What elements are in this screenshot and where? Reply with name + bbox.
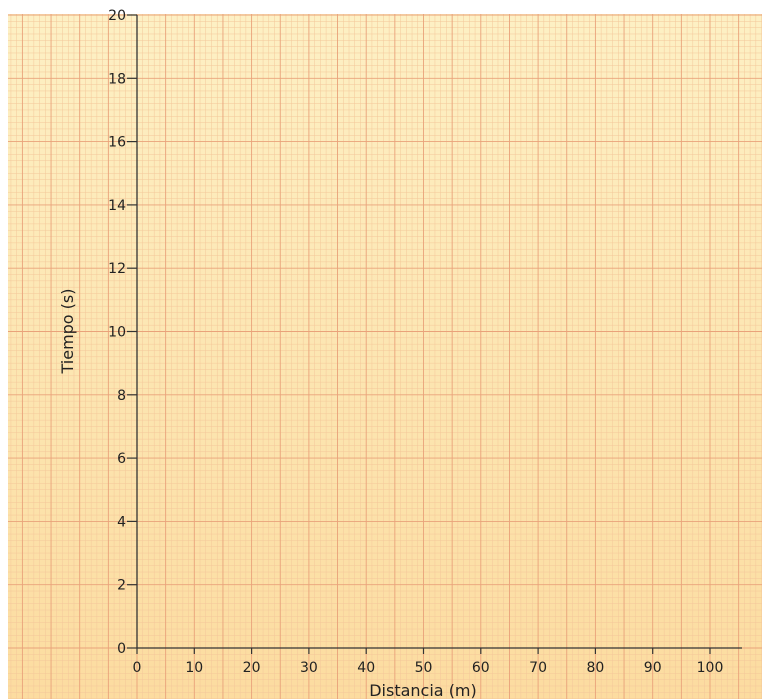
x-tick-label: 0 — [133, 660, 142, 676]
graph-paper-background — [8, 14, 762, 699]
x-tick-label: 100 — [697, 660, 724, 676]
y-tick-label: 6 — [117, 451, 126, 467]
y-tick-label: 4 — [117, 514, 126, 530]
x-tick-label: 70 — [529, 660, 547, 676]
x-tick-label: 40 — [357, 660, 375, 676]
y-axis-ticks: 0 2 4 6 8 10 12 14 16 18 20 — [108, 8, 137, 657]
x-axis-ticks: 0 10 20 30 40 50 60 70 80 90 100 — [133, 648, 724, 676]
x-tick-label: 60 — [472, 660, 490, 676]
x-tick-label: 30 — [300, 660, 318, 676]
y-tick-label: 12 — [108, 261, 126, 277]
y-tick-label: 10 — [108, 325, 126, 341]
y-tick-label: 16 — [108, 135, 126, 151]
x-axis-title: Distancia (m) — [369, 681, 477, 699]
x-tick-label: 20 — [243, 660, 261, 676]
y-tick-label: 2 — [117, 578, 126, 594]
x-tick-label: 90 — [644, 660, 662, 676]
y-tick-label: 14 — [108, 198, 126, 214]
x-tick-label: 50 — [415, 660, 433, 676]
y-tick-label: 20 — [108, 8, 126, 24]
y-axis-title: Tiempo (s) — [58, 288, 77, 374]
y-tick-label: 18 — [108, 71, 126, 87]
y-tick-label: 0 — [117, 641, 126, 657]
y-tick-label: 8 — [117, 388, 126, 404]
x-tick-label: 80 — [586, 660, 604, 676]
x-tick-label: 10 — [185, 660, 203, 676]
